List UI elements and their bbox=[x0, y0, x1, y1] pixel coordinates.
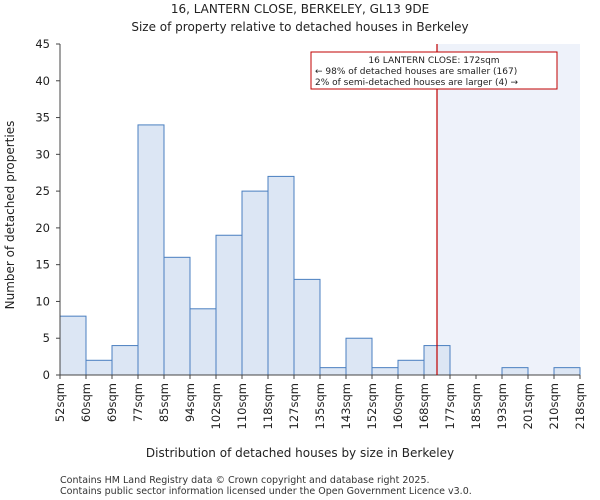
bar-60sqm bbox=[85, 359, 113, 376]
bar-210sqm bbox=[553, 367, 581, 376]
bar-77sqm bbox=[137, 124, 165, 376]
x-tick-label: 168sqm bbox=[417, 383, 431, 429]
x-tick-label: 160sqm bbox=[391, 383, 405, 429]
y-tick-label: 30 bbox=[35, 147, 50, 161]
x-tick-label: 143sqm bbox=[339, 383, 353, 429]
annotation-smaller: ← 98% of detached houses are smaller (16… bbox=[315, 67, 517, 77]
x-tick-label: 193sqm bbox=[495, 383, 509, 429]
bar-52sqm bbox=[59, 315, 87, 376]
x-tick-label: 110sqm bbox=[235, 383, 249, 429]
x-tick-label: 69sqm bbox=[105, 383, 119, 422]
x-tick-label: 85sqm bbox=[157, 383, 171, 422]
x-tick-label: 118sqm bbox=[261, 383, 275, 429]
bar-85sqm bbox=[163, 256, 191, 376]
footer-line-2: Contains public sector information licen… bbox=[60, 486, 472, 497]
bar-69sqm bbox=[111, 345, 139, 376]
x-tick-label: 177sqm bbox=[443, 383, 457, 429]
chart-subtitle: Size of property relative to detached ho… bbox=[131, 20, 468, 34]
bar-193sqm bbox=[501, 367, 529, 376]
bar-118sqm bbox=[267, 175, 295, 376]
x-tick-label: 152sqm bbox=[365, 383, 379, 429]
x-tick-label: 127sqm bbox=[287, 383, 301, 429]
y-tick-label: 35 bbox=[35, 111, 50, 125]
x-tick-label: 218sqm bbox=[573, 383, 587, 429]
x-tick-label: 201sqm bbox=[521, 383, 535, 429]
bar-143sqm bbox=[345, 337, 373, 376]
y-axis-label: Number of detached properties bbox=[3, 121, 17, 310]
chart-title: 16, LANTERN CLOSE, BERKELEY, GL13 9DE bbox=[171, 2, 429, 16]
annotation-larger: 2% of semi-detached houses are larger (4… bbox=[315, 78, 519, 88]
y-tick-label: 10 bbox=[35, 294, 50, 308]
x-axis-label: Distribution of detached houses by size … bbox=[146, 446, 454, 460]
plot-area: 0 5 10 15 20 25 30 35 40 45 52sqm 60sqm 69sqm 77sqm 85… bbox=[35, 37, 587, 429]
y-tick-label: 5 bbox=[43, 331, 50, 345]
bar-94sqm bbox=[189, 308, 217, 376]
x-tick-label: 52sqm bbox=[53, 383, 67, 422]
annotation-box bbox=[310, 51, 558, 90]
y-tick-label: 0 bbox=[43, 368, 50, 382]
x-tick-label: 77sqm bbox=[131, 383, 145, 422]
x-tick-label: 135sqm bbox=[313, 383, 327, 429]
bar-102sqm bbox=[215, 234, 243, 376]
bar-160sqm bbox=[397, 359, 425, 376]
bar-135sqm bbox=[319, 367, 347, 376]
x-tick-label: 102sqm bbox=[209, 383, 223, 429]
y-tick-label: 15 bbox=[35, 258, 50, 272]
x-tick-label: 94sqm bbox=[183, 383, 197, 422]
bar-127sqm bbox=[293, 278, 321, 376]
annotation-title: 16 LANTERN CLOSE: 172sqm bbox=[368, 56, 499, 66]
x-tick-label: 210sqm bbox=[547, 383, 561, 429]
bar-110sqm bbox=[241, 190, 269, 376]
bar-152sqm bbox=[371, 367, 399, 376]
x-tick-label: 185sqm bbox=[469, 383, 483, 429]
y-tick-label: 25 bbox=[35, 184, 50, 198]
y-tick-label: 45 bbox=[35, 37, 50, 51]
y-tick-label: 40 bbox=[35, 74, 50, 88]
x-tick-label: 60sqm bbox=[79, 383, 93, 422]
footer-line-1: Contains HM Land Registry data © Crown c… bbox=[60, 475, 430, 486]
larger-region-shade bbox=[437, 44, 580, 375]
y-tick-label: 20 bbox=[35, 221, 50, 235]
